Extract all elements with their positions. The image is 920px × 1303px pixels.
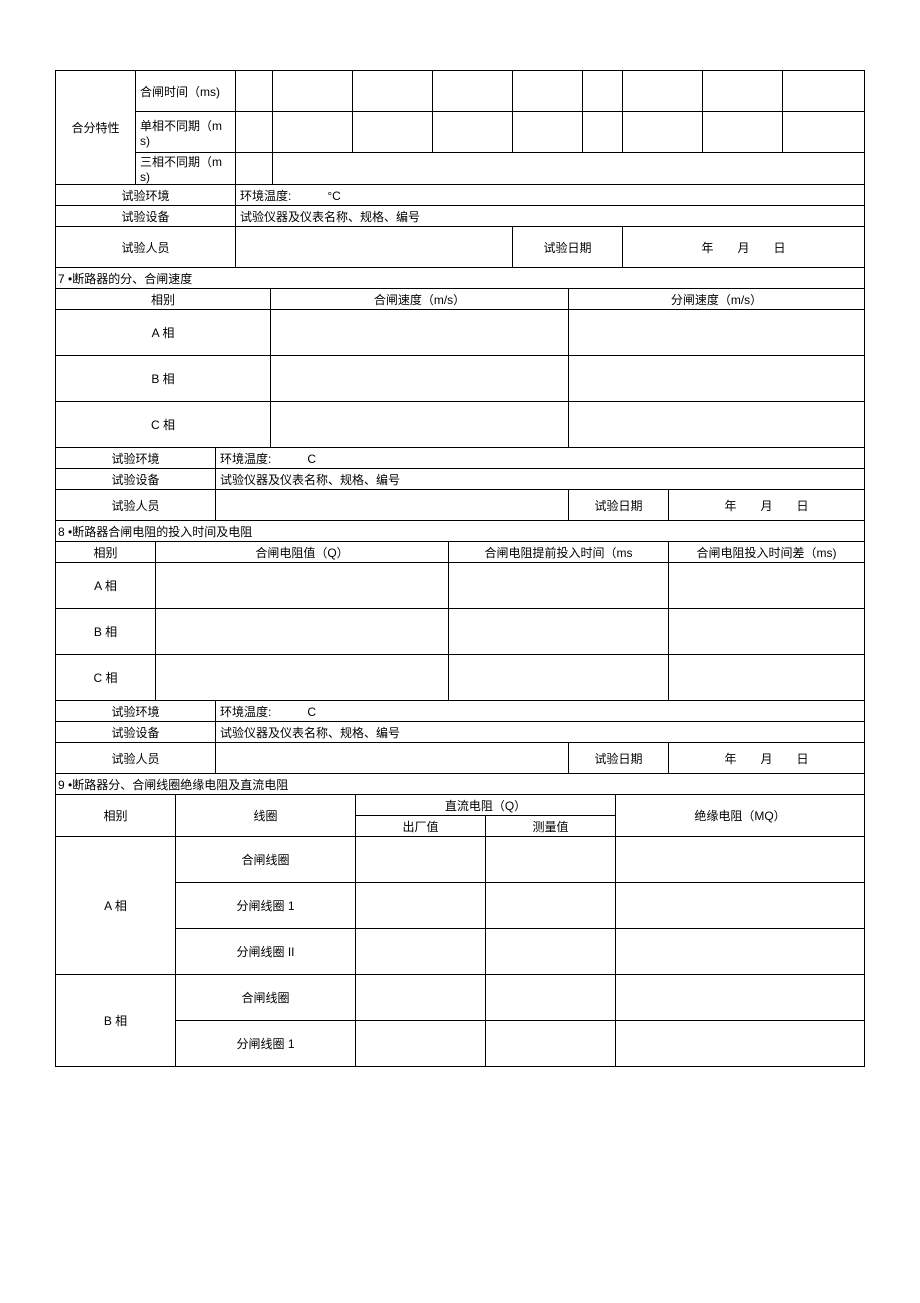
col-header: 线圈 bbox=[176, 795, 356, 837]
cell-coil: 分闸线圈 1 bbox=[176, 1021, 356, 1067]
section-title-row: 8 •断路器合闸电阻的投入时间及电阻 bbox=[56, 521, 865, 542]
table-row: 试验人员 试验日期 年 月 日 bbox=[56, 743, 865, 774]
table-closing-characteristics: 合分特性 合闸时间（ms) 单相不同期（ms) 三相不同期（ms) 试验环境 环… bbox=[55, 70, 865, 268]
table-row: 试验环境 环境温度: °C bbox=[56, 185, 865, 206]
table-breaker-speed: 7 •断路器的分、合闸速度 相别 合闸速度（m/s） 分闸速度（m/s） A 相… bbox=[55, 267, 865, 521]
table-row: 试验设备 试验仪器及仪表名称、规格、编号 bbox=[56, 206, 865, 227]
table-row: B 相 合闸线圈 bbox=[56, 975, 865, 1021]
person-label: 试验人员 bbox=[56, 227, 236, 268]
section-title-row: 9 •断路器分、合闸线圈绝缘电阻及直流电阻 bbox=[56, 774, 865, 795]
section-title: 8 •断路器合闸电阻的投入时间及电阻 bbox=[56, 521, 865, 542]
cell-row-label: 三相不同期（ms) bbox=[136, 153, 236, 185]
cell-coil: 分闸线圈 II bbox=[176, 929, 356, 975]
cell-phase: A 相 bbox=[56, 837, 176, 975]
col-header: 绝缘电阻（MQ） bbox=[616, 795, 865, 837]
table-row: 合分特性 合闸时间（ms) bbox=[56, 71, 865, 112]
table-coil-resistance: 9 •断路器分、合闸线圈绝缘电阻及直流电阻 相别 线圈 直流电阻（Q） 绝缘电阻… bbox=[55, 773, 865, 1067]
equip-value: 试验仪器及仪表名称、规格、编号 bbox=[216, 722, 865, 743]
cell-phase: C 相 bbox=[56, 655, 156, 701]
table-row: 三相不同期（ms) bbox=[56, 153, 865, 185]
table-row: 分闸线圈 1 bbox=[56, 883, 865, 929]
cell-phase: A 相 bbox=[56, 563, 156, 609]
env-label: 试验环境 bbox=[56, 448, 216, 469]
table-row: 试验设备 试验仪器及仪表名称、规格、编号 bbox=[56, 722, 865, 743]
date-label: 试验日期 bbox=[569, 743, 669, 774]
section-title: 9 •断路器分、合闸线圈绝缘电阻及直流电阻 bbox=[56, 774, 865, 795]
cell-row-label: 单相不同期（ms) bbox=[136, 112, 236, 153]
table-row: B 相 bbox=[56, 609, 865, 655]
table-row: 试验人员 试验日期 年 月 日 bbox=[56, 227, 865, 268]
equip-value: 试验仪器及仪表名称、规格、编号 bbox=[216, 469, 865, 490]
table-row: B 相 bbox=[56, 356, 865, 402]
table-row: A 相 bbox=[56, 310, 865, 356]
table-row: 单相不同期（ms) bbox=[56, 112, 865, 153]
table-row: 分闸线圈 II bbox=[56, 929, 865, 975]
col-header: 相别 bbox=[56, 795, 176, 837]
person-label: 试验人员 bbox=[56, 490, 216, 521]
equip-label: 试验设备 bbox=[56, 722, 216, 743]
table-row: A 相 合闸线圈 bbox=[56, 837, 865, 883]
date-value: 年 月 日 bbox=[669, 490, 865, 521]
section-title-row: 7 •断路器的分、合闸速度 bbox=[56, 268, 865, 289]
col-header: 合闸电阻提前投入时间（ms bbox=[449, 542, 669, 563]
env-label: 试验环境 bbox=[56, 185, 236, 206]
col-header: 合闸速度（m/s） bbox=[271, 289, 569, 310]
table-row: C 相 bbox=[56, 655, 865, 701]
cell-phase: C 相 bbox=[56, 402, 271, 448]
env-value: 环境温度: C bbox=[216, 448, 865, 469]
cell-phase: B 相 bbox=[56, 975, 176, 1067]
date-value: 年 月 日 bbox=[623, 227, 865, 268]
env-value: 环境温度: °C bbox=[236, 185, 865, 206]
env-label: 试验环境 bbox=[56, 701, 216, 722]
table-row: 试验环境 环境温度: C bbox=[56, 701, 865, 722]
table-row: 相别 合闸电阻值（Q） 合闸电阻提前投入时间（ms 合闸电阻投入时间差（ms) bbox=[56, 542, 865, 563]
cell-coil: 合闸线圈 bbox=[176, 837, 356, 883]
col-header: 直流电阻（Q） bbox=[356, 795, 616, 816]
date-label: 试验日期 bbox=[569, 490, 669, 521]
col-header: 合闸电阻值（Q） bbox=[156, 542, 449, 563]
col-header: 相别 bbox=[56, 542, 156, 563]
col-header: 相别 bbox=[56, 289, 271, 310]
table-row: A 相 bbox=[56, 563, 865, 609]
table-row: 分闸线圈 1 bbox=[56, 1021, 865, 1067]
person-label: 试验人员 bbox=[56, 743, 216, 774]
cell-coil: 分闸线圈 1 bbox=[176, 883, 356, 929]
env-value: 环境温度: C bbox=[216, 701, 865, 722]
col-header: 合闸电阻投入时间差（ms) bbox=[669, 542, 865, 563]
col-subheader: 出厂值 bbox=[356, 816, 486, 837]
section-title: 7 •断路器的分、合闸速度 bbox=[56, 268, 865, 289]
equip-label: 试验设备 bbox=[56, 206, 236, 227]
table-row: 试验人员 试验日期 年 月 日 bbox=[56, 490, 865, 521]
col-subheader: 测量值 bbox=[486, 816, 616, 837]
cell-group-label: 合分特性 bbox=[56, 71, 136, 185]
col-header: 分闸速度（m/s） bbox=[569, 289, 865, 310]
table-row: C 相 bbox=[56, 402, 865, 448]
table-closing-resistance: 8 •断路器合闸电阻的投入时间及电阻 相别 合闸电阻值（Q） 合闸电阻提前投入时… bbox=[55, 520, 865, 774]
table-row: 试验设备 试验仪器及仪表名称、规格、编号 bbox=[56, 469, 865, 490]
cell-phase: B 相 bbox=[56, 609, 156, 655]
equip-label: 试验设备 bbox=[56, 469, 216, 490]
table-row: 相别 合闸速度（m/s） 分闸速度（m/s） bbox=[56, 289, 865, 310]
cell-phase: A 相 bbox=[56, 310, 271, 356]
table-row: 相别 线圈 直流电阻（Q） 绝缘电阻（MQ） bbox=[56, 795, 865, 816]
equip-value: 试验仪器及仪表名称、规格、编号 bbox=[236, 206, 865, 227]
date-label: 试验日期 bbox=[513, 227, 623, 268]
cell-coil: 合闸线圈 bbox=[176, 975, 356, 1021]
cell-phase: B 相 bbox=[56, 356, 271, 402]
date-value: 年 月 日 bbox=[669, 743, 865, 774]
cell-row-label: 合闸时间（ms) bbox=[136, 71, 236, 112]
table-row: 试验环境 环境温度: C bbox=[56, 448, 865, 469]
